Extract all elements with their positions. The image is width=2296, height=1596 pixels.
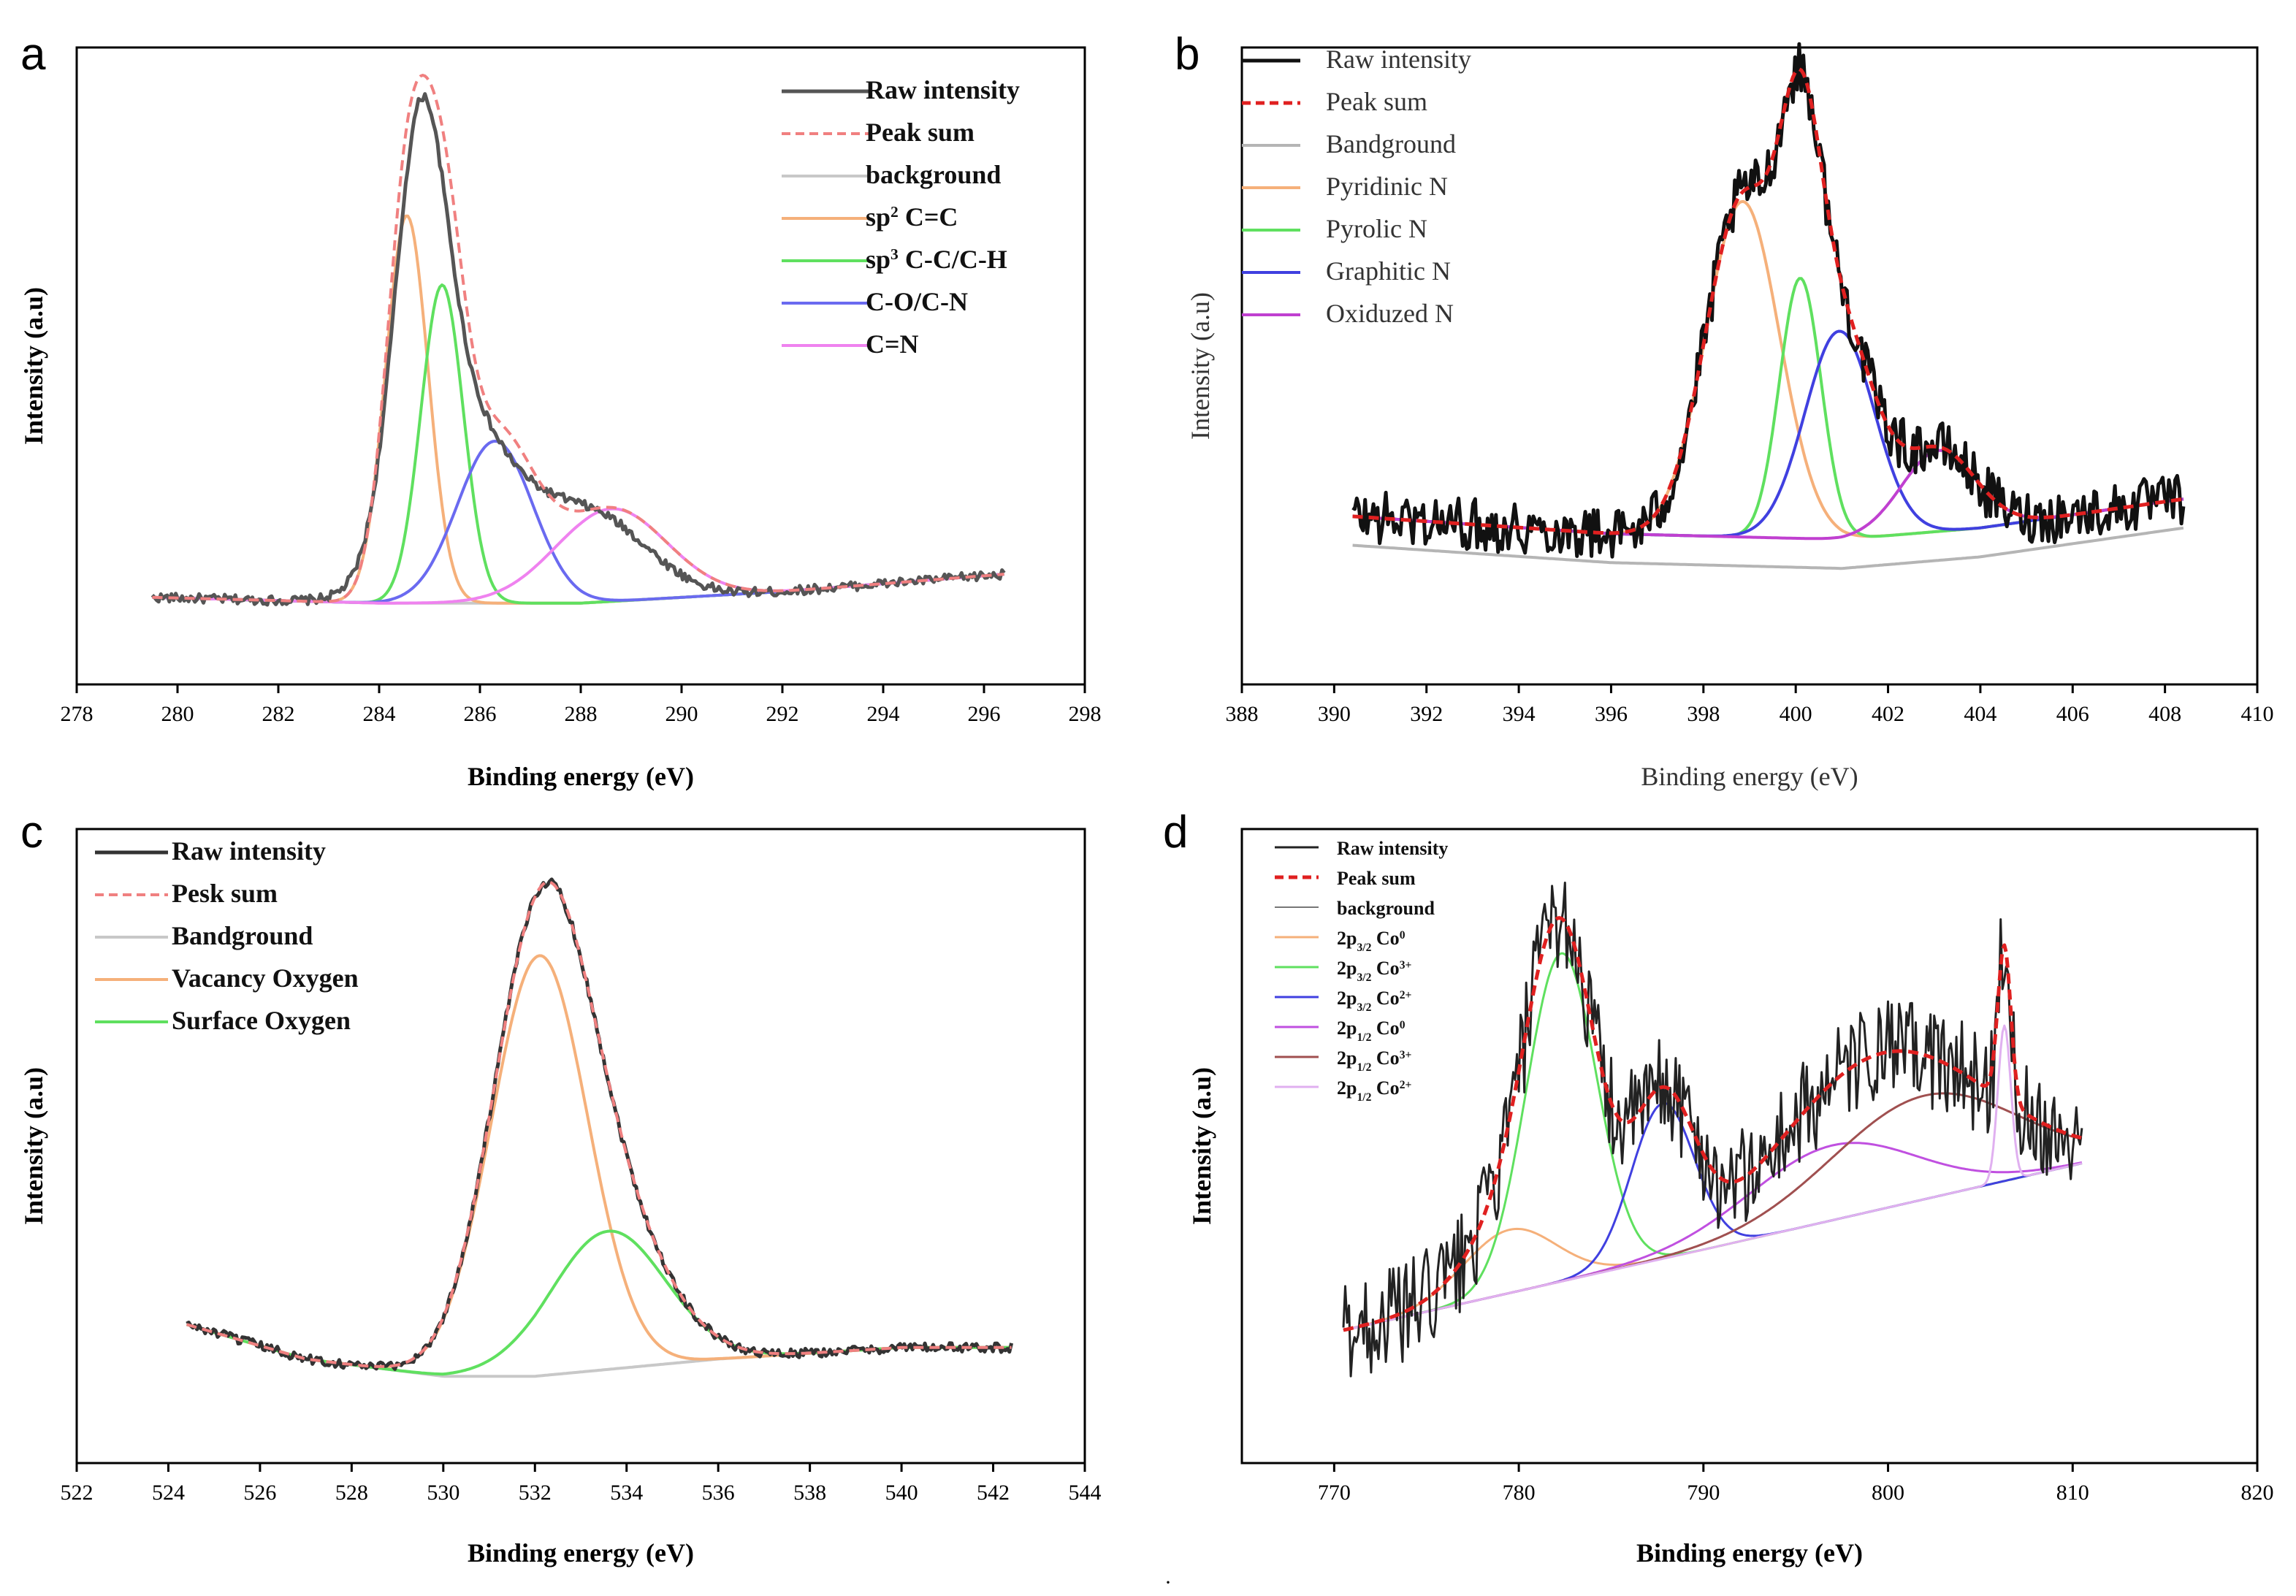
- x-axis-label: Binding energy (eV): [468, 1538, 694, 1568]
- x-tick-label: 396: [1595, 702, 1628, 726]
- x-tick-label: 404: [1964, 702, 1996, 726]
- legend-entry: 2p3/2 Co0: [1337, 928, 1406, 954]
- series-2p1-2-co2-: [1343, 1024, 2083, 1332]
- series-bandground: [1352, 526, 2184, 570]
- panel-c: c 522 524 526 528 530 532 534 536 538 540 542 544 Bin…: [19, 807, 1102, 1568]
- x-tick-label: 544: [1069, 1481, 1102, 1505]
- legend-entry: 2p1/2 Co0: [1337, 1017, 1406, 1044]
- x-tick-label: 286: [464, 702, 497, 726]
- legend-entry: sp3 C-C/C-H: [866, 245, 1007, 274]
- x-tick-label: 408: [2148, 702, 2181, 726]
- legend-entry: Surface Oxygen: [172, 1006, 351, 1035]
- x-tick-label: 284: [363, 702, 396, 726]
- x-tick-label: 524: [152, 1481, 185, 1505]
- legend-entry: Bandground: [1326, 129, 1456, 159]
- legend-entry: Raw intensity: [866, 75, 1020, 104]
- x-tick-label: 394: [1503, 702, 1536, 726]
- footer-mark: ·: [1164, 1570, 1172, 1595]
- series-raw-intensity: [150, 92, 1006, 607]
- legend-entry: background: [866, 160, 1001, 189]
- legend-entry: 2p1/2 Co3+: [1337, 1047, 1411, 1074]
- x-tick-label: 528: [335, 1481, 368, 1505]
- legend-entry: Pyrolic N: [1326, 214, 1427, 243]
- x-axis-label: Binding energy (eV): [1641, 762, 1858, 791]
- panel-label: d: [1163, 807, 1188, 858]
- legend-entry: Pesk sum: [172, 879, 278, 908]
- x-tick-label: 770: [1318, 1481, 1351, 1505]
- y-axis-label: Intensity (a.u): [1187, 1067, 1216, 1225]
- legend-entry: C-O/C-N: [866, 287, 968, 316]
- legend-entry: 2p3/2 Co2+: [1337, 988, 1411, 1014]
- panel-label: a: [20, 29, 46, 80]
- panel-d: d 770 780 790 800 810 820 Binding energy (eV) In…: [1163, 807, 2274, 1568]
- x-tick-label: 538: [793, 1481, 826, 1505]
- x-tick-label: 780: [1503, 1481, 1536, 1505]
- legend-entry: Peak sum: [866, 118, 975, 147]
- x-axis-label: Binding energy (eV): [1636, 1538, 1863, 1568]
- x-tick-label: 278: [61, 702, 94, 726]
- legend-entry: C=N: [866, 329, 919, 359]
- legend-entry: Oxiduzed N: [1326, 299, 1454, 328]
- x-tick-label: 282: [262, 702, 295, 726]
- x-tick-label: 398: [1687, 702, 1720, 726]
- plot-frame: [75, 828, 1086, 1465]
- x-tick-label: 290: [665, 702, 698, 726]
- x-tick-label: 406: [2056, 702, 2089, 726]
- x-tick-label: 536: [702, 1481, 735, 1505]
- legend-entry: Vacancy Oxygen: [172, 963, 359, 993]
- series-peak-sum: [1343, 916, 2083, 1332]
- x-tick-label: 298: [1069, 702, 1102, 726]
- legend-entry: Peak sum: [1337, 868, 1416, 889]
- x-tick-label: 280: [161, 702, 194, 726]
- y-axis-label: Intensity (a.u): [1186, 292, 1215, 440]
- legend-entry: Raw intensity: [172, 836, 326, 866]
- x-tick-label: 540: [885, 1481, 918, 1505]
- series-peak-sum: [152, 74, 1004, 603]
- legend-entry: 2p1/2 Co2+: [1337, 1077, 1411, 1104]
- y-axis-label: Intensity (a.u): [19, 1067, 48, 1225]
- x-tick-label: 402: [1872, 702, 1904, 726]
- series-raw-intensity: [1342, 882, 2083, 1378]
- legend-entry: Raw intensity: [1326, 45, 1471, 74]
- x-tick-label: 390: [1318, 702, 1351, 726]
- panel-a: a 278 280 282 284 286 288 290 292 294 296 298 Bindin…: [19, 29, 1102, 791]
- plot-frame: [1240, 46, 2259, 686]
- legend-entry: Pyridinic N: [1326, 172, 1448, 201]
- legend-entry: sp2 C=C: [866, 202, 958, 232]
- x-tick-label: 526: [243, 1481, 276, 1505]
- x-tick-label: 392: [1410, 702, 1443, 726]
- x-tick-label: 530: [427, 1481, 459, 1505]
- panel-label: c: [20, 807, 43, 858]
- legend-entry: Raw intensity: [1337, 838, 1448, 859]
- legend-entry: Peak sum: [1326, 87, 1427, 116]
- x-tick-label: 522: [61, 1481, 94, 1505]
- x-tick-label: 294: [867, 702, 900, 726]
- legend-entry: background: [1337, 898, 1435, 919]
- series-peak-sum: [1352, 67, 2184, 535]
- series-pesk-sum: [186, 880, 1012, 1368]
- x-tick-label: 532: [519, 1481, 552, 1505]
- x-tick-label: 410: [2241, 702, 2274, 726]
- x-axis-label: Binding energy (eV): [468, 762, 694, 791]
- x-tick-label: 400: [1780, 702, 1812, 726]
- panel-b: b 388 390 392 394 396 398 400 402 404 406 408 410 Bin…: [1175, 29, 2274, 791]
- x-tick-label: 542: [977, 1481, 1010, 1505]
- x-tick-label: 820: [2241, 1481, 2274, 1505]
- legend-entry: Bandground: [172, 921, 313, 950]
- plot-frame: [1240, 828, 2259, 1465]
- x-tick-label: 288: [565, 702, 598, 726]
- x-tick-label: 296: [968, 702, 1001, 726]
- x-tick-label: 800: [1872, 1481, 1904, 1505]
- x-tick-label: 388: [1226, 702, 1259, 726]
- x-tick-label: 534: [610, 1481, 643, 1505]
- y-axis-label: Intensity (a.u): [19, 287, 48, 445]
- x-tick-label: 810: [2056, 1481, 2089, 1505]
- panel-label: b: [1175, 29, 1200, 80]
- legend-entry: Graphitic N: [1326, 256, 1451, 286]
- x-tick-label: 790: [1687, 1481, 1720, 1505]
- x-tick-label: 292: [766, 702, 799, 726]
- legend-entry: 2p3/2 Co3+: [1337, 958, 1411, 984]
